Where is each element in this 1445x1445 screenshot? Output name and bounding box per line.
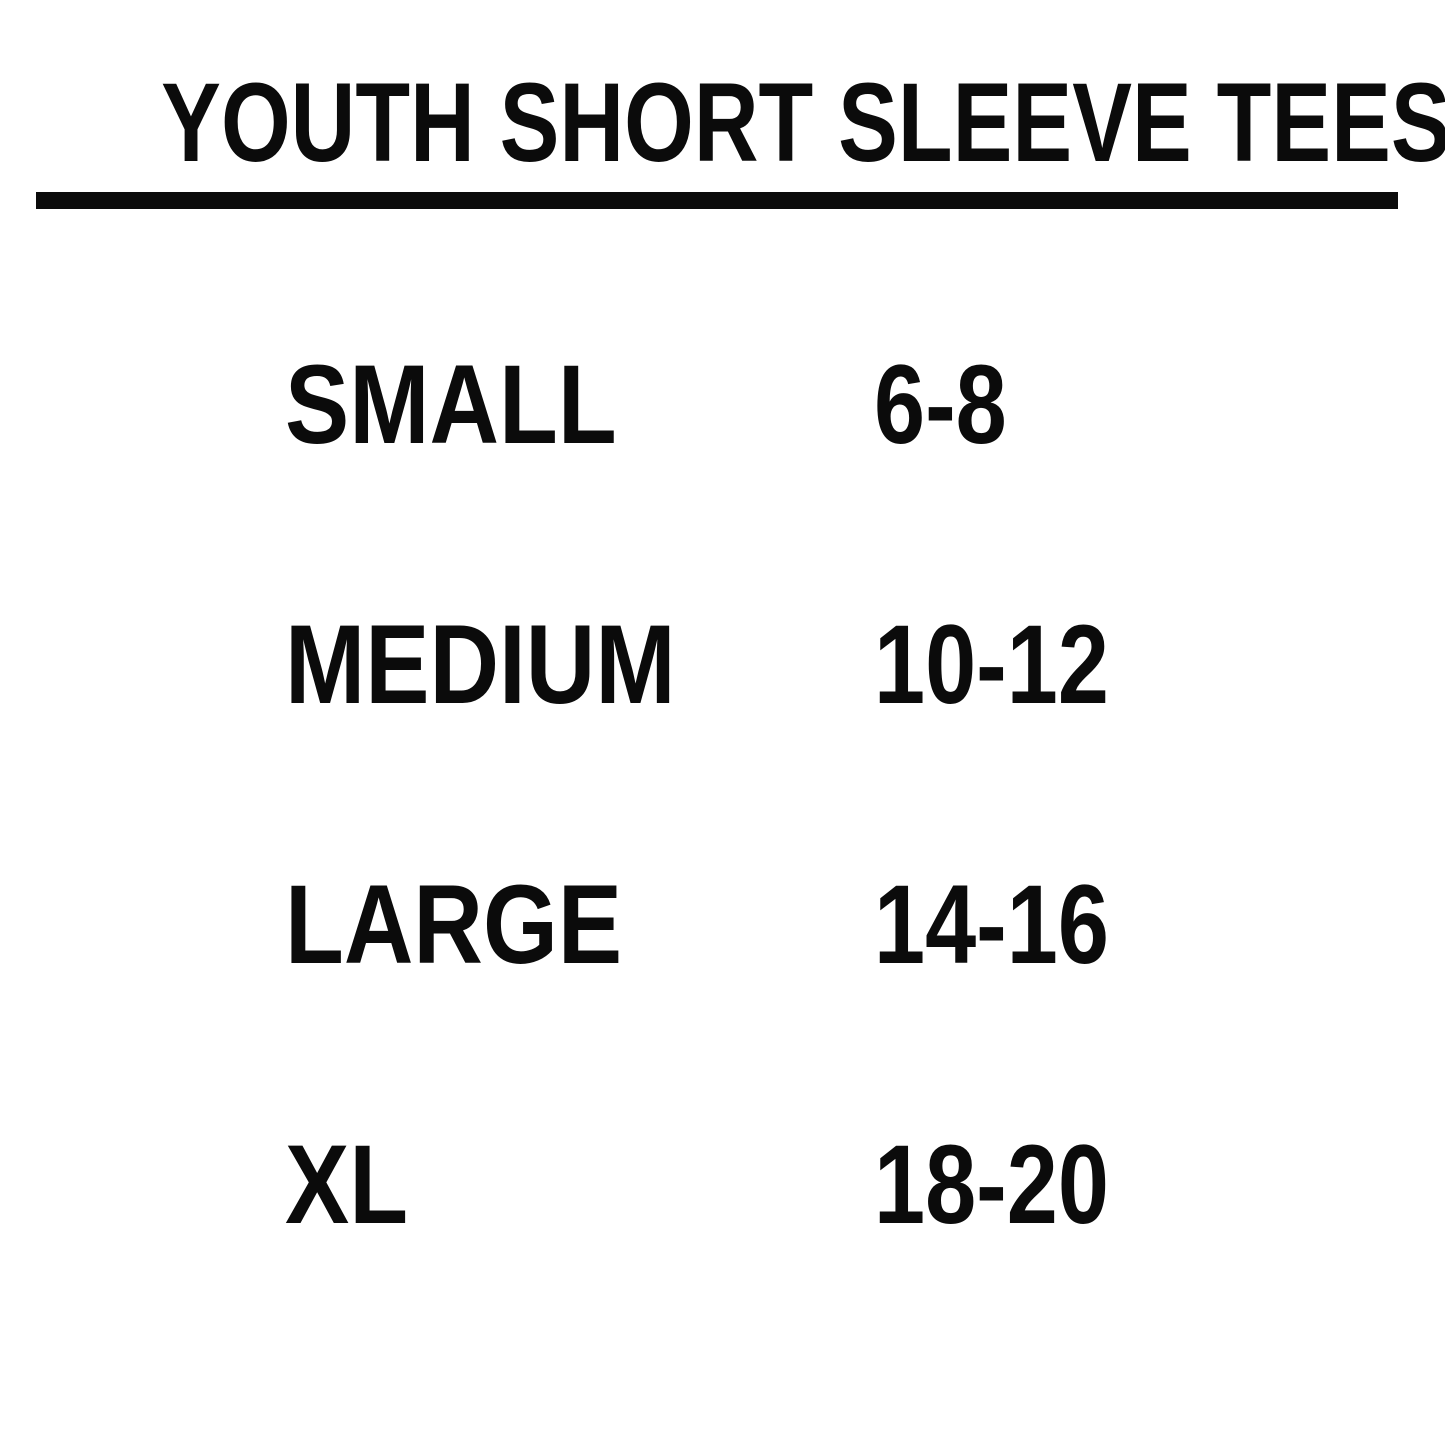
table-row: XL 18-20 <box>0 1129 1445 1241</box>
table-row: SMALL 6-8 <box>0 349 1445 461</box>
page-title-text: YOUTH SHORT SLEEVE TEES <box>161 60 1445 185</box>
size-label: MEDIUM <box>285 602 676 727</box>
size-range: 18-20 <box>874 1122 1109 1247</box>
size-label: SMALL <box>285 342 617 467</box>
size-label: LARGE <box>285 862 623 987</box>
page-title: YOUTH SHORT SLEEVE TEES <box>0 67 1445 179</box>
size-label: XL <box>285 1122 409 1247</box>
size-range: 6-8 <box>874 342 1007 467</box>
table-row: LARGE 14-16 <box>0 869 1445 981</box>
title-underline <box>36 192 1398 209</box>
size-range: 14-16 <box>874 862 1109 987</box>
table-row: MEDIUM 10-12 <box>0 609 1445 721</box>
size-range: 10-12 <box>874 602 1109 727</box>
